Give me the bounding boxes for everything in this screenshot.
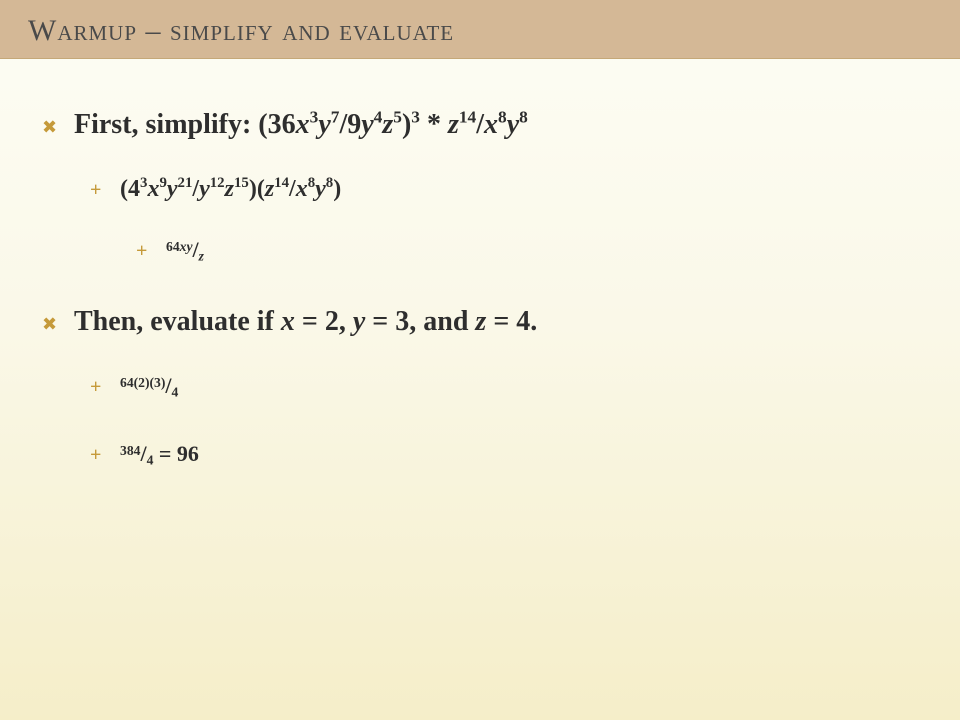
bullet-line-6: + 384/4 = 96 [40, 441, 920, 468]
line5-text: 64(2)(3)/4 [120, 373, 178, 400]
bullet-icon: + [90, 444, 120, 467]
bullet-icon: ✖ [40, 314, 74, 335]
bullet-line-1: ✖ First, simplify: (36x3y7/9y4z5)3 * z14… [40, 107, 920, 142]
bullet-line-2: + (43x9y21/y12z15)(z14/x8y8) [40, 176, 920, 203]
bullet-icon: ✖ [40, 117, 74, 138]
bullet-line-4: ✖ Then, evaluate if x = 2, y = 3, and z … [40, 304, 920, 339]
bullet-line-5: + 64(2)(3)/4 [40, 373, 920, 400]
line6-text: 384/4 = 96 [120, 441, 199, 468]
line4-text: Then, evaluate if x = 2, y = 3, and z = … [74, 304, 537, 339]
line2-text: (43x9y21/y12z15)(z14/x8y8) [120, 176, 341, 203]
bullet-icon: + [136, 240, 166, 263]
slide-title: Warmup – simplify and evaluate [28, 14, 932, 48]
line3-text: 64xy/z [166, 237, 204, 264]
slide: Warmup – simplify and evaluate ✖ First, … [0, 0, 960, 720]
title-bar: Warmup – simplify and evaluate [0, 0, 960, 59]
bullet-icon: + [90, 376, 120, 399]
bullet-line-3: + 64xy/z [40, 237, 920, 264]
bullet-icon: + [90, 179, 120, 202]
line1-text: First, simplify: (36x3y7/9y4z5)3 * z14/x… [74, 107, 528, 142]
slide-content: ✖ First, simplify: (36x3y7/9y4z5)3 * z14… [0, 59, 960, 468]
